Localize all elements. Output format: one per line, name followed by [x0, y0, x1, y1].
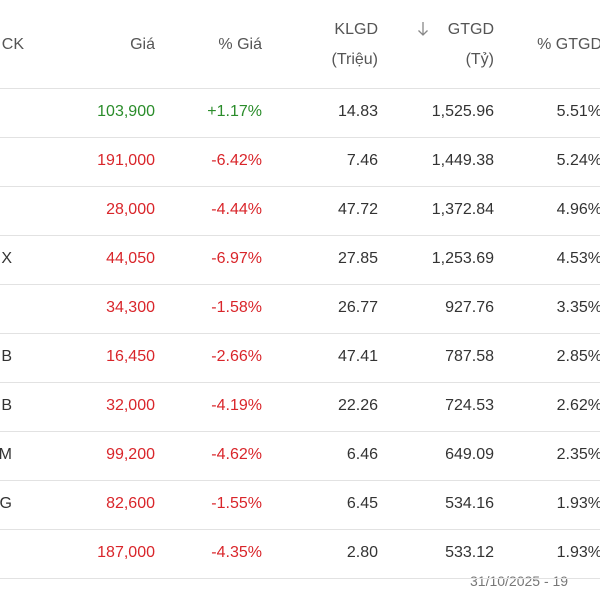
table-cell: -1.55%	[211, 495, 262, 512]
table-cell: 2.62%	[556, 397, 600, 414]
header-cell: (Tỷ)	[465, 51, 494, 68]
header-divider	[0, 88, 600, 89]
header-cell: % Giá	[218, 36, 262, 53]
table-cell: 44,050	[106, 250, 155, 267]
table-cell: 47.72	[337, 201, 378, 218]
table-cell: +1.17%	[207, 103, 262, 120]
header-cell: KLGD	[334, 21, 378, 38]
table-cell: -4.35%	[211, 544, 262, 561]
table-cell: -4.44%	[211, 201, 262, 218]
row-divider	[0, 333, 600, 334]
row-divider	[0, 480, 600, 481]
table-cell: 2.35%	[556, 446, 600, 463]
table-cell: 2.85%	[556, 348, 600, 365]
footer-date: 31/10/2025 - 19	[470, 573, 569, 589]
table-cell: 7.46	[346, 152, 378, 169]
table-cell: 5.51%	[556, 103, 600, 120]
table-cell: 82,600	[106, 495, 155, 512]
table-cell: 1.93%	[556, 544, 600, 561]
table-cell: 3.35%	[556, 299, 600, 316]
table-cell: 787.58	[445, 348, 494, 365]
table-cell: 22.26	[337, 397, 378, 414]
table-cell: 14.83	[337, 103, 378, 120]
ticker: B	[1, 348, 12, 365]
table-cell: 1,525.96	[431, 103, 494, 120]
table-cell: 1,449.38	[431, 152, 494, 169]
table-cell: 6.45	[346, 495, 378, 512]
row-divider	[0, 137, 600, 138]
table-cell: 1,253.69	[431, 250, 494, 267]
ticker: B	[1, 397, 12, 414]
table-cell: 724.53	[445, 397, 494, 414]
header-cell: CK	[1, 36, 24, 53]
row-divider	[0, 431, 600, 432]
header-cell: (Triệu)	[331, 51, 378, 68]
table-cell: 927.76	[445, 299, 494, 316]
row-divider	[0, 529, 600, 530]
table-cell: -2.66%	[211, 348, 262, 365]
table-cell: 47.41	[337, 348, 378, 365]
ticker: X	[1, 250, 12, 267]
table-cell: 187,000	[97, 544, 155, 561]
table-cell: 99,200	[106, 446, 155, 463]
table-cell: -4.62%	[211, 446, 262, 463]
ticker: G	[0, 495, 12, 512]
table-cell: 5.24%	[556, 152, 600, 169]
ticker: M	[0, 446, 12, 463]
table-cell: 103,900	[97, 103, 155, 120]
table-cell: 649.09	[445, 446, 494, 463]
row-divider	[0, 578, 600, 579]
table-cell: 1.93%	[556, 495, 600, 512]
table-cell: 32,000	[106, 397, 155, 414]
row-divider	[0, 186, 600, 187]
header-cell: Giá	[130, 36, 155, 53]
table-cell: 34,300	[106, 299, 155, 316]
table-cell: 2.80	[346, 544, 378, 561]
table-cell: 533.12	[445, 544, 494, 561]
table-cell: 4.53%	[556, 250, 600, 267]
table-cell: 27.85	[337, 250, 378, 267]
table-cell: 191,000	[97, 152, 155, 169]
table-cell: 6.46	[346, 446, 378, 463]
table-cell: -6.42%	[211, 152, 262, 169]
row-divider	[0, 284, 600, 285]
table-cell: 28,000	[106, 201, 155, 218]
header-cell: GTGD	[447, 21, 494, 38]
table-cell: -1.58%	[211, 299, 262, 316]
table-cell: 4.96%	[556, 201, 600, 218]
header-cell: % GTGD	[537, 36, 600, 53]
table-cell: -6.97%	[211, 250, 262, 267]
sort-arrow-icon	[418, 22, 428, 36]
row-divider	[0, 382, 600, 383]
table-cell: 534.16	[445, 495, 494, 512]
table-cell: 16,450	[106, 348, 155, 365]
row-divider	[0, 235, 600, 236]
table-cell: 1,372.84	[431, 201, 494, 218]
table-cell: 26.77	[337, 299, 378, 316]
table-cell: -4.19%	[211, 397, 262, 414]
